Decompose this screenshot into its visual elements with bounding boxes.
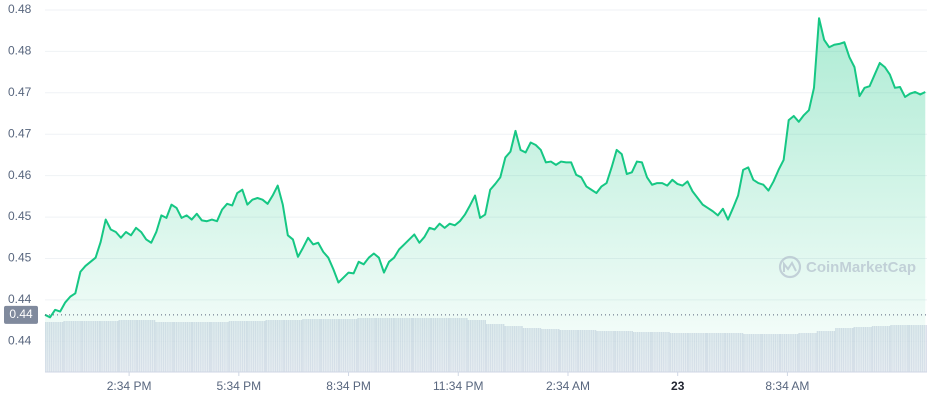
- x-tick-label: 8:34 AM: [765, 379, 809, 393]
- x-tick-label: 23: [671, 379, 685, 393]
- y-tick-label: 0.45: [8, 209, 32, 223]
- watermark-logo: [778, 255, 802, 279]
- price-area: [45, 18, 926, 372]
- watermark-logo-mark: [783, 261, 797, 272]
- reference-label: 0.44: [9, 307, 33, 321]
- y-tick-label: 0.45: [8, 251, 32, 265]
- watermark: CoinMarketCap: [778, 255, 916, 279]
- y-tick-label: 0.44: [8, 334, 32, 348]
- x-tick-label: 2:34 PM: [107, 379, 152, 393]
- y-tick-label: 0.48: [8, 44, 32, 58]
- axes: 0.480.480.470.470.460.450.450.440.442:34…: [4, 2, 927, 393]
- x-tick-label: 5:34 PM: [216, 379, 261, 393]
- x-tick-label: 2:34 AM: [546, 379, 590, 393]
- watermark-text: CoinMarketCap: [806, 259, 916, 276]
- y-tick-label: 0.44: [8, 292, 32, 306]
- price-line: [44, 17, 926, 319]
- reference-label-box: [4, 305, 38, 324]
- x-tick-label: 8:34 PM: [326, 379, 371, 393]
- y-tick-label: 0.48: [8, 2, 32, 16]
- y-tick-label: 0.47: [8, 85, 32, 99]
- y-tick-label: 0.47: [8, 126, 32, 140]
- y-tick-label: 0.46: [8, 168, 32, 182]
- plot: [44, 17, 926, 372]
- x-tick-label: 11:34 PM: [433, 379, 483, 393]
